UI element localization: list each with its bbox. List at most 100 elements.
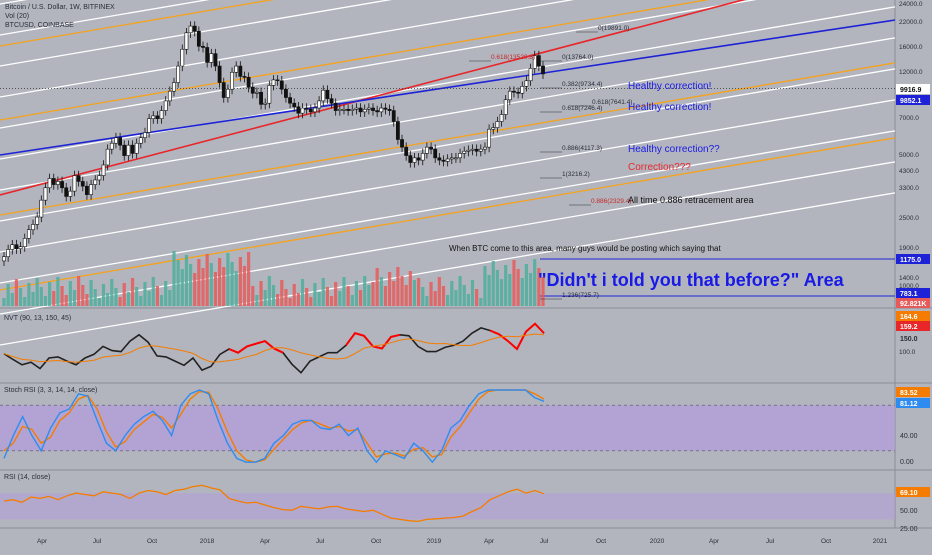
volume-bar — [242, 266, 247, 306]
volume-bar — [180, 269, 184, 306]
volume-bar — [288, 298, 292, 306]
volume-bar — [168, 290, 172, 306]
channel-line — [0, 0, 28, 5]
candle-body — [325, 89, 330, 99]
candle-body — [495, 121, 500, 128]
candle-body — [10, 244, 15, 250]
candle-body — [118, 137, 122, 146]
time-tick-label: Oct — [147, 538, 157, 545]
candle-body — [221, 82, 226, 98]
volume-bar — [483, 266, 487, 306]
nvt-badge-bg — [896, 333, 930, 343]
candle-body — [333, 102, 338, 111]
rsi-line — [3, 484, 545, 523]
candle-body — [97, 175, 102, 181]
volume-bar — [39, 287, 43, 306]
volume-bar — [164, 281, 168, 306]
volume-bar — [271, 285, 276, 306]
candle-body — [242, 76, 247, 78]
candle-body — [167, 90, 172, 102]
time-tick-label: Apr — [260, 538, 271, 545]
candle-body — [503, 99, 508, 115]
channel-line — [0, 192, 896, 346]
fib-level-label: 0(19891.0) — [598, 25, 629, 32]
candle-body — [528, 68, 533, 82]
volume-bar — [280, 280, 284, 306]
candle-body — [122, 144, 127, 156]
candle-body — [64, 187, 69, 197]
candle-body — [458, 153, 462, 159]
annotation-text: "Didn't i told you that before?" Area — [538, 270, 845, 290]
volume-bar — [52, 291, 56, 306]
candle-body — [445, 158, 450, 162]
candle-body — [420, 153, 425, 161]
volume-bar — [495, 270, 499, 306]
volume-bar — [334, 282, 338, 306]
candle-body — [267, 85, 272, 104]
candle-body — [6, 249, 11, 258]
candle-body — [101, 164, 106, 176]
candle-body — [499, 114, 504, 122]
time-tick-label: Jul — [316, 538, 325, 545]
stoch-rsi-title: Stoch RSI (3, 3, 14, 14, close) — [4, 387, 98, 394]
volume-bar — [114, 288, 118, 306]
compare-price-badge-text: 9852.1 — [900, 98, 922, 105]
volume-bar — [276, 294, 280, 306]
price-tick-label: 3300.0 — [899, 185, 919, 192]
volume-bar — [375, 268, 379, 306]
candle-body — [288, 97, 292, 104]
channel-line — [0, 0, 575, 98]
candle-body — [412, 157, 417, 163]
volume-bar — [85, 294, 89, 306]
candle-body — [105, 148, 110, 166]
volume-bar — [205, 254, 209, 306]
volume-bar — [425, 296, 429, 306]
volume-bar — [342, 277, 346, 306]
volume-bar — [450, 281, 454, 306]
candle-body — [375, 110, 380, 113]
candle-body — [60, 181, 64, 189]
channel-line — [0, 6, 896, 160]
candle-body — [55, 181, 60, 185]
volume-bar — [371, 282, 375, 306]
level-783-badge-bg — [896, 288, 930, 298]
candle-body — [487, 128, 492, 148]
time-tick-label: Jul — [540, 538, 549, 545]
volume-bar — [305, 288, 309, 306]
rsi-tick-label: 50.00 — [900, 508, 918, 515]
candle-body — [296, 106, 301, 114]
fib-level-label: 1(3216.2) — [562, 171, 590, 178]
candle-body — [383, 107, 388, 110]
volume-label: Vol (20) — [5, 13, 30, 20]
nvt-hot-segment — [228, 339, 284, 354]
volume-bar — [234, 271, 238, 306]
volume-bar — [292, 284, 296, 306]
candle-body — [151, 115, 156, 119]
channel-line — [0, 161, 896, 315]
volume-bar — [387, 272, 392, 306]
candle-body — [304, 107, 309, 110]
volume-bar — [533, 259, 537, 306]
candle-body — [22, 238, 27, 248]
candle-body — [213, 53, 218, 67]
volume-bar — [300, 279, 305, 306]
candle-body — [317, 100, 322, 109]
candle-body — [541, 65, 545, 75]
volume-bar — [139, 296, 143, 306]
volume-bar — [48, 282, 52, 306]
price-tick-label: 1000.0 — [899, 283, 919, 290]
volume-bar — [475, 289, 479, 306]
volume-bar — [238, 257, 242, 306]
candle-body — [134, 142, 139, 154]
fib-level-label: 0(13764.0) — [562, 54, 593, 61]
candle-body — [507, 90, 512, 101]
candle-body — [400, 139, 404, 148]
volume-bar — [110, 279, 114, 306]
candle-body — [478, 148, 483, 152]
candle-body — [259, 91, 263, 105]
symbol-title: Bitcoin / U.S. Dollar, 1W, BITFINEX — [5, 4, 115, 11]
candle-body — [255, 91, 259, 94]
volume-bar — [143, 282, 147, 306]
volume-bar — [441, 286, 446, 306]
